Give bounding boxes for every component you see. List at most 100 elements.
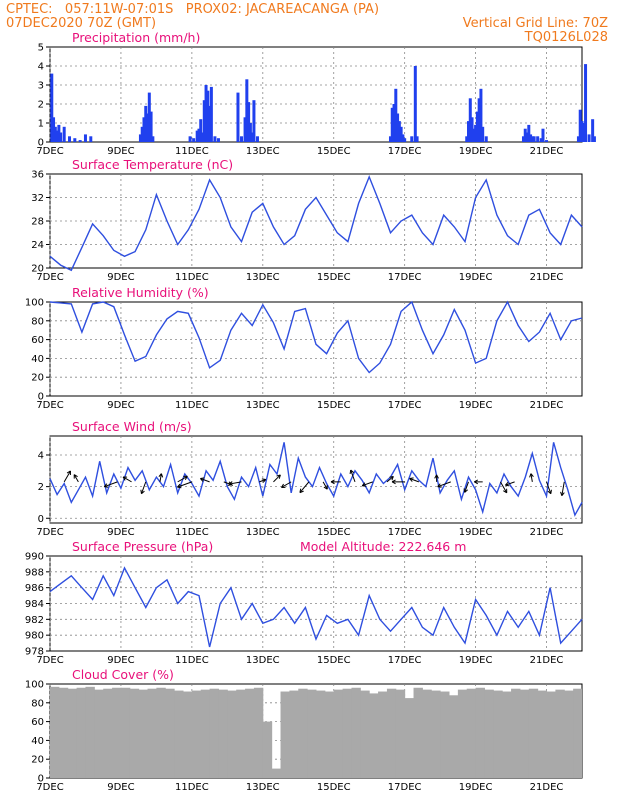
wind-arrow-head [73,474,78,478]
wind-arrow-head [409,477,414,480]
wind-arrow-head [177,486,182,489]
precip-bar [138,134,142,142]
cloud-bar [67,688,78,778]
wind-arrow-head [104,486,109,488]
ytick-label-cloud: 100 [25,680,44,691]
panel-title-precip: Precipitation (mm/h) [72,30,200,45]
wind-arrow [140,481,147,494]
precip-bar [208,105,212,142]
precip-bar [243,117,247,142]
cloud-bar [120,687,131,778]
wind-arrow-head [389,475,394,478]
precip-bar [236,92,240,142]
cloud-bar [289,690,299,778]
wind-arrow-head [330,479,335,483]
wind-arrow-head [103,483,108,487]
precip-bar [199,119,203,142]
header-station: CPTEC: 057:11W-07:01S PROX02: JACAREACAN… [6,2,380,17]
xtick-label-cloud: 9DEC [107,782,134,793]
cloud-bar [342,688,352,778]
ytick-label-temp: 20 [31,264,44,275]
ytick-label-pressure: 988 [25,567,44,578]
wind-arrow-head [436,474,439,479]
cloud-bar [475,687,485,778]
ytick-label-pressure: 982 [25,615,44,626]
cloud-bar [236,689,246,778]
cloud-bar [519,689,530,778]
wind-arrow [229,481,242,485]
xtick-label-pressure: 19DEC [459,655,493,666]
series-line-wind [49,442,583,517]
wind-arrow-head [529,473,532,478]
xtick-label-pressure: 9DEC [107,655,134,666]
precip-bar [474,124,478,142]
wind-arrow [200,478,210,483]
xtick-label-wind: 9DEC [107,527,134,538]
xtick-label-pressure: 7DEC [36,655,63,666]
precip-bar [536,136,540,142]
wind-arrow-head [434,474,438,479]
wind-arrow [546,481,552,494]
wind-arrow-head [122,476,126,481]
ytick-label-temp: 36 [31,170,44,181]
cloud-bar [316,690,326,778]
ytick-label-cloud: 60 [31,717,44,728]
precip-bar [250,132,254,142]
wind-arrow-head [349,469,352,475]
ytick-label-wind: 0 [38,514,44,525]
header-grid-line: Vertical Grid Line: 70Z [462,16,608,31]
xtick-label-cloud: 7DEC [36,782,63,793]
xtick-label-rh: 11DEC [175,400,209,411]
wind-arrow [177,481,193,488]
cloud-bar [511,688,521,778]
xtick-label-wind: 13DEC [246,527,280,538]
wind-arrow-head [560,491,563,496]
precip-bar [475,111,479,142]
panel-frame-wind [49,435,583,524]
wind-arrow-head [158,473,162,478]
precip-bar [541,128,545,142]
xtick-label-precip: 7DEC [36,146,63,157]
xtick-label-temp: 15DEC [317,272,351,283]
precip-bar [481,126,485,142]
panel-title-pressure: Surface Pressure (hPa) [72,539,213,554]
wind-arrow-head [281,483,284,488]
wind-arrow-head [503,490,507,494]
precip-bar [68,136,72,142]
cloud-bar [546,691,556,778]
cloud-bar [253,687,264,778]
wind-arrow [259,479,267,483]
xtick-label-wind: 21DEC [530,527,564,538]
ytick-label-precip: 0 [38,138,44,149]
wind-arrow-head [550,489,552,494]
cloud-bar [466,688,477,778]
ytick-label-precip: 5 [38,43,44,54]
ytick-label-temp: 28 [31,217,44,228]
cloud-bar [449,695,459,778]
precip-bar [413,66,417,142]
wind-arrow [322,481,328,490]
wind-arrow-head [323,486,328,490]
wind-arrow-head [530,473,534,478]
precip-bar [57,124,61,142]
wind-arrow-head [391,479,396,483]
cloud-bar [484,689,494,778]
xtick-label-pressure: 21DEC [530,655,564,666]
precip-bar [532,136,536,142]
precip-bar [216,138,220,142]
xtick-label-wind: 19DEC [459,527,493,538]
ytick-label-pressure: 980 [25,631,44,642]
cloud-bar [324,691,335,778]
wind-arrow [350,469,356,483]
xtick-label-pressure: 15DEC [317,655,351,666]
precip-bar [146,113,150,142]
xtick-label-temp: 21DEC [530,272,564,283]
wind-arrow-head [437,486,442,488]
xtick-label-pressure: 17DEC [388,655,422,666]
wind-arrow-head [278,474,281,479]
panel-annotation-pressure: Model Altitude: 222.646 m [300,539,466,554]
wind-arrow-head [66,470,71,474]
wind-arrow-head [361,482,366,487]
ytick-label-rh: 100 [25,298,44,309]
